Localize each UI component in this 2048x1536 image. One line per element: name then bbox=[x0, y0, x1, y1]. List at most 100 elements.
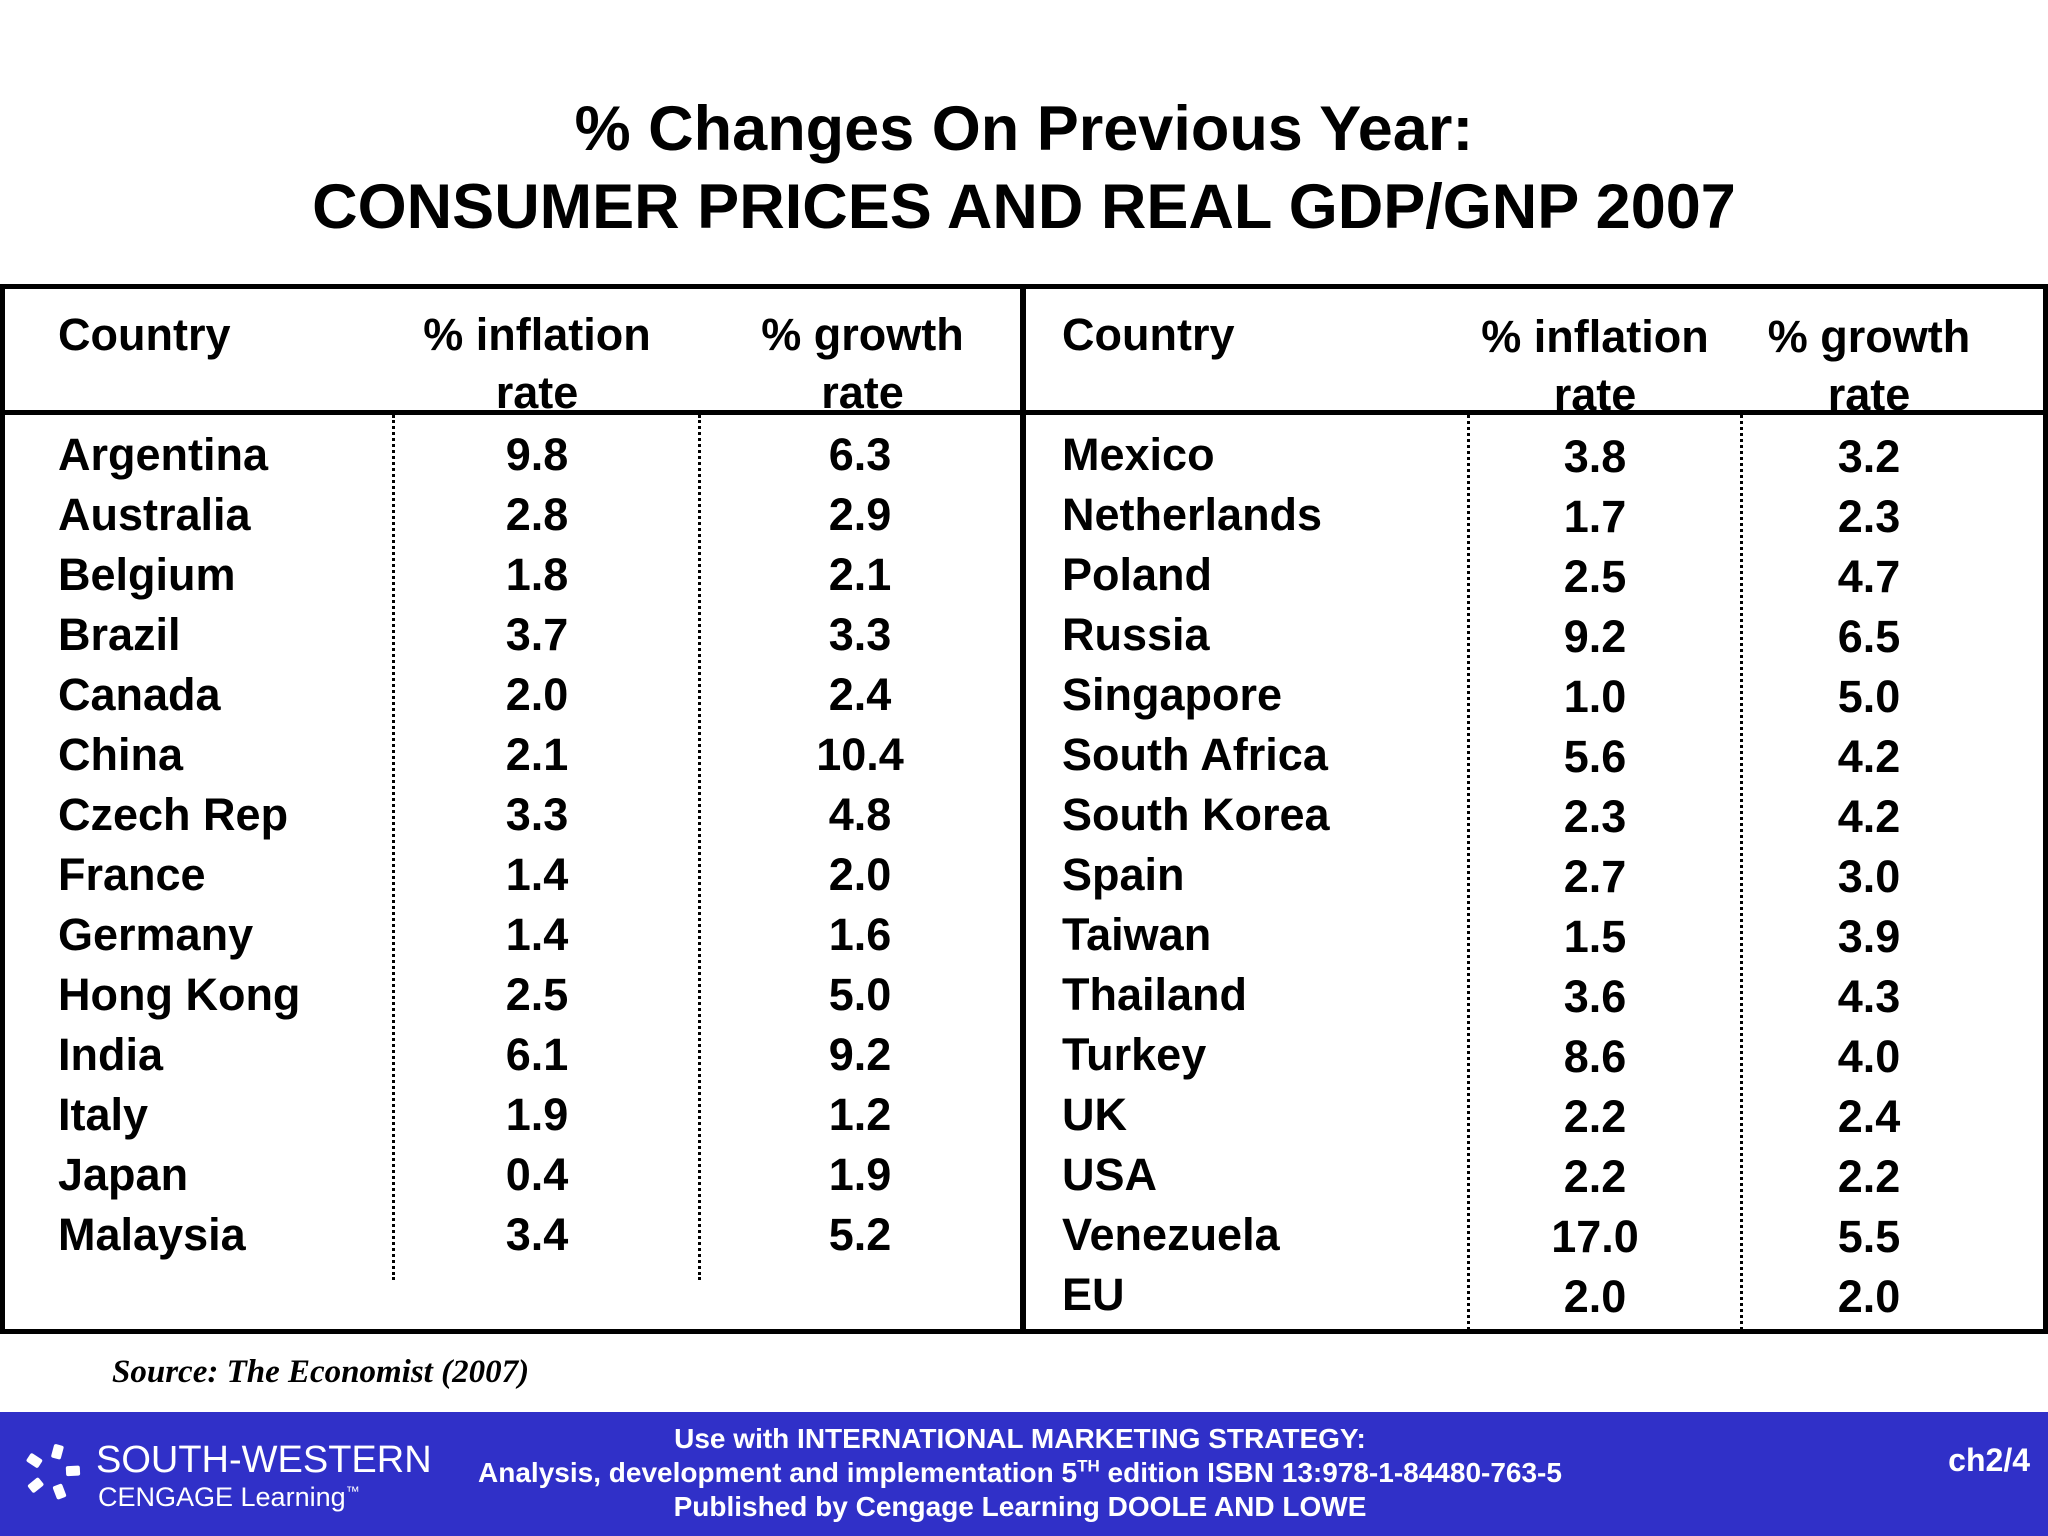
right-header-inflation: % inflation bbox=[1481, 311, 1709, 362]
left-growth-cell: 5.0 bbox=[828, 969, 892, 1020]
right-growth-cell: 3.9 bbox=[1837, 911, 1901, 962]
footer-line-3: Published by Cengage Learning DOOLE AND … bbox=[673, 1491, 1367, 1522]
right-inflation-cell: 3.8 bbox=[1563, 431, 1627, 482]
slide-number: ch2/4 bbox=[1948, 1442, 2030, 1478]
right-growth-cell: 4.3 bbox=[1837, 971, 1901, 1022]
cengage-star-logo-icon bbox=[26, 1444, 81, 1500]
right-country-cell: Thailand bbox=[1062, 969, 1248, 1020]
logo-name: SOUTH-WESTERN bbox=[96, 1439, 432, 1481]
footer-bar: SOUTH-WESTERN CENGAGE Learning™ Use with… bbox=[0, 1412, 2048, 1536]
right-country-cell: Poland bbox=[1062, 549, 1213, 600]
right-header-growth: % growth bbox=[1767, 311, 1971, 362]
right-growth-cell: 5.5 bbox=[1837, 1211, 1901, 1262]
logo-subtitle: CENGAGE Learning™ bbox=[98, 1482, 360, 1512]
left-inflation-cell: 2.0 bbox=[505, 669, 569, 720]
right-country-cell: Venezuela bbox=[1062, 1209, 1280, 1260]
right-inflation-cell: 2.0 bbox=[1563, 1271, 1627, 1322]
right-inflation-cell: 9.2 bbox=[1563, 611, 1627, 662]
right-header-country: Country bbox=[1062, 309, 1235, 360]
left-dotted-divider-1 bbox=[392, 415, 395, 1280]
left-country-cell: Malaysia bbox=[58, 1209, 246, 1260]
footer-line-2: Analysis, development and implementation… bbox=[478, 1456, 1562, 1488]
right-country-cell: USA bbox=[1062, 1149, 1158, 1200]
left-header-inflation-rate: rate bbox=[495, 367, 579, 410]
right-growth-cell: 6.5 bbox=[1837, 611, 1901, 662]
left-growth-cell: 2.1 bbox=[828, 549, 892, 600]
left-header-inflation: % inflation bbox=[423, 309, 651, 360]
title-line-2: CONSUMER PRICES AND REAL GDP/GNP 2007 bbox=[312, 172, 1736, 242]
right-inflation-cell: 1.5 bbox=[1563, 911, 1627, 962]
left-growth-cell: 6.3 bbox=[828, 429, 892, 480]
right-inflation-cell: 8.6 bbox=[1563, 1031, 1627, 1082]
right-growth-cell: 2.2 bbox=[1837, 1151, 1901, 1202]
right-dotted-divider-2 bbox=[1740, 415, 1743, 1330]
right-country-cell: South Korea bbox=[1062, 789, 1330, 840]
left-country-cell: Hong Kong bbox=[58, 969, 301, 1020]
right-inflation-cell: 5.6 bbox=[1563, 731, 1627, 782]
left-growth-cell: 1.9 bbox=[828, 1149, 892, 1200]
left-inflation-cell: 3.3 bbox=[505, 789, 569, 840]
left-growth-cell: 3.3 bbox=[828, 609, 892, 660]
right-country-cell: Singapore bbox=[1062, 669, 1283, 720]
table-center-divider bbox=[1020, 288, 1026, 1330]
left-country-cell: Argentina bbox=[58, 429, 269, 480]
left-country-cell: Australia bbox=[58, 489, 251, 540]
left-header-country: Country bbox=[58, 309, 231, 360]
right-country-cell: Russia bbox=[1062, 609, 1210, 660]
right-country-cell: Taiwan bbox=[1062, 909, 1212, 960]
left-country-cell: India bbox=[58, 1029, 164, 1080]
left-country-cell: France bbox=[58, 849, 206, 900]
right-header-growth-rate: rate bbox=[1827, 369, 1911, 410]
right-country-cell: Mexico bbox=[1062, 429, 1215, 480]
left-growth-cell: 5.2 bbox=[828, 1209, 892, 1260]
left-growth-cell: 1.6 bbox=[828, 909, 892, 960]
right-growth-cell: 5.0 bbox=[1837, 671, 1901, 722]
right-growth-cell: 3.2 bbox=[1837, 431, 1901, 482]
left-dotted-divider-2 bbox=[698, 415, 701, 1280]
left-growth-cell: 10.4 bbox=[816, 729, 904, 780]
right-inflation-cell: 2.5 bbox=[1563, 551, 1627, 602]
right-growth-cell: 4.2 bbox=[1837, 791, 1901, 842]
left-inflation-cell: 2.8 bbox=[505, 489, 569, 540]
right-inflation-cell: 2.7 bbox=[1563, 851, 1627, 902]
left-inflation-cell: 3.7 bbox=[505, 609, 569, 660]
left-inflation-cell: 1.4 bbox=[505, 909, 569, 960]
left-growth-cell: 2.4 bbox=[828, 669, 892, 720]
left-country-cell: Canada bbox=[58, 669, 221, 720]
right-growth-cell: 2.0 bbox=[1837, 1271, 1901, 1322]
title-line-1: % Changes On Previous Year: bbox=[574, 94, 1474, 164]
left-country-cell: Japan bbox=[58, 1149, 189, 1200]
left-country-cell: China bbox=[58, 729, 184, 780]
right-growth-cell: 2.4 bbox=[1837, 1091, 1901, 1142]
right-growth-cell: 4.0 bbox=[1837, 1031, 1901, 1082]
left-inflation-cell: 3.4 bbox=[505, 1209, 569, 1260]
right-country-cell: Turkey bbox=[1062, 1029, 1207, 1080]
right-dotted-divider-1 bbox=[1467, 415, 1470, 1330]
left-inflation-cell: 1.9 bbox=[505, 1089, 569, 1140]
left-inflation-cell: 2.5 bbox=[505, 969, 569, 1020]
left-inflation-cell: 9.8 bbox=[505, 429, 569, 480]
right-growth-cell: 3.0 bbox=[1837, 851, 1901, 902]
right-growth-cell: 2.3 bbox=[1837, 491, 1901, 542]
left-inflation-cell: 1.4 bbox=[505, 849, 569, 900]
left-inflation-cell: 0.4 bbox=[505, 1149, 569, 1200]
left-growth-cell: 2.9 bbox=[828, 489, 892, 540]
right-inflation-cell: 3.6 bbox=[1563, 971, 1627, 1022]
left-growth-cell: 1.2 bbox=[828, 1089, 892, 1140]
right-country-cell: EU bbox=[1062, 1269, 1125, 1320]
left-country-cell: Belgium bbox=[58, 549, 236, 600]
left-header-growth-rate: rate bbox=[821, 367, 904, 410]
left-inflation-cell: 6.1 bbox=[505, 1029, 569, 1080]
right-country-cell: UK bbox=[1062, 1089, 1127, 1140]
left-country-cell: Czech Rep bbox=[58, 789, 289, 840]
left-growth-cell: 4.8 bbox=[828, 789, 892, 840]
left-inflation-cell: 2.1 bbox=[505, 729, 569, 780]
left-inflation-cell: 1.8 bbox=[505, 549, 569, 600]
source-citation: Source: The Economist (2007) bbox=[112, 1354, 530, 1390]
table-header-rule bbox=[0, 410, 2048, 415]
right-inflation-cell: 1.0 bbox=[1563, 671, 1627, 722]
left-country-cell: Germany bbox=[58, 909, 254, 960]
left-header-growth: % growth bbox=[761, 309, 964, 360]
right-inflation-cell: 17.0 bbox=[1551, 1211, 1639, 1262]
left-country-cell: Brazil bbox=[58, 609, 181, 660]
